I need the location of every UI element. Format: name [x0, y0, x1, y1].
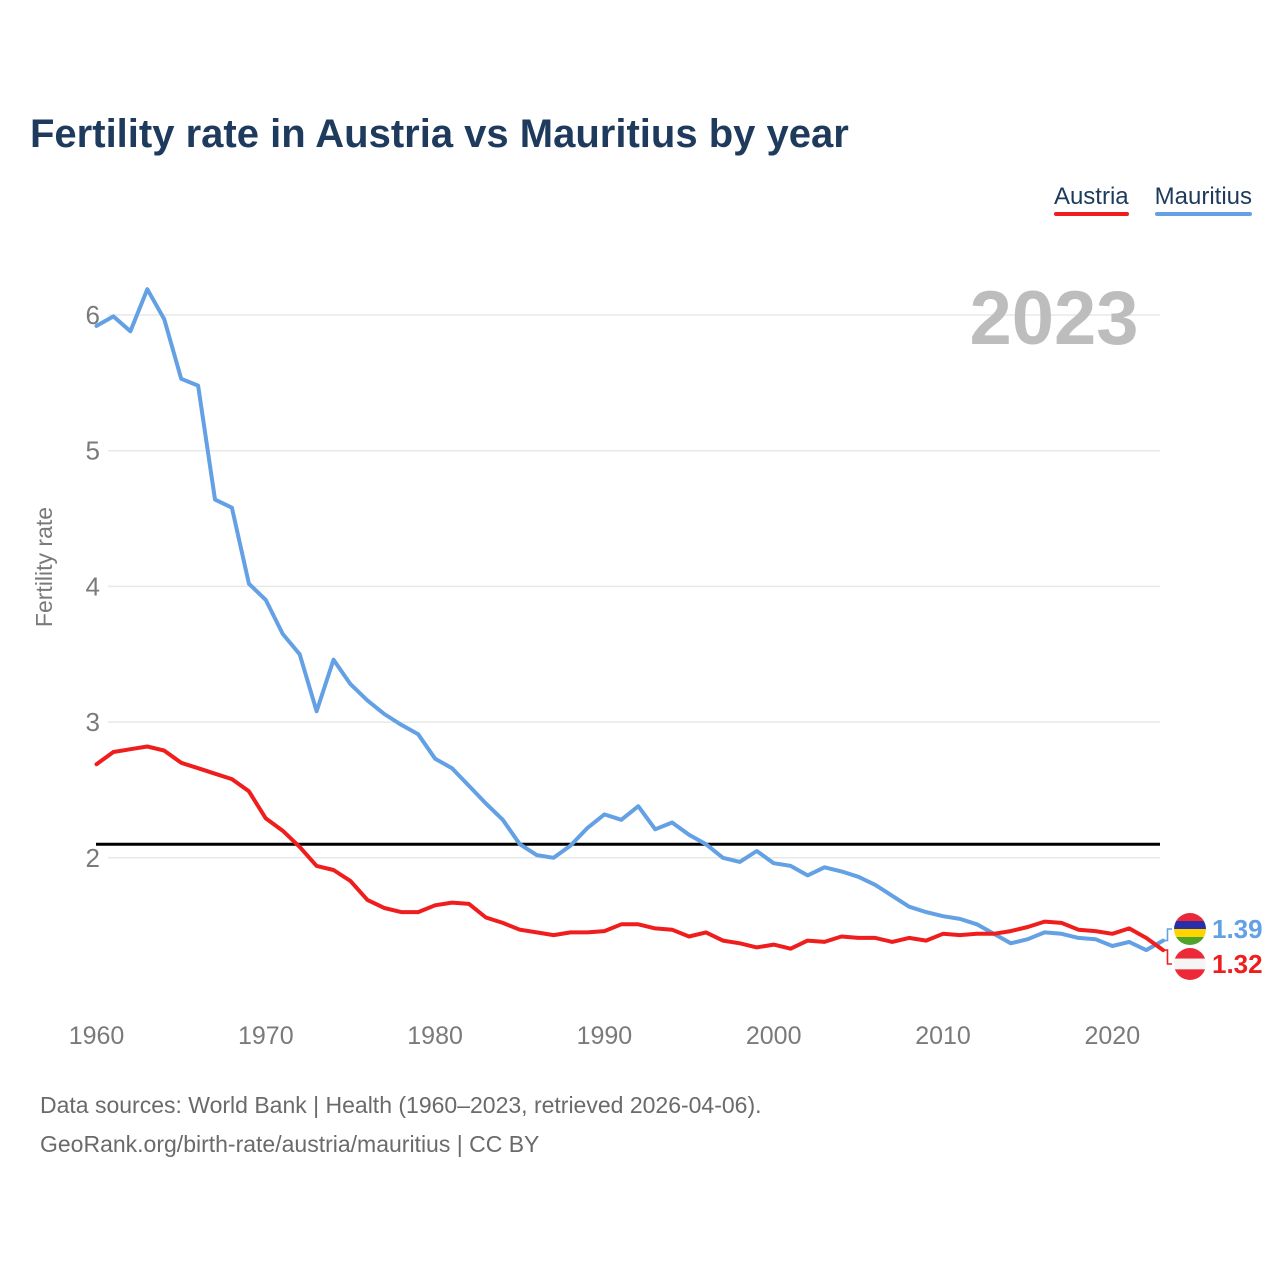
mauritius-line [94, 287, 1166, 953]
x-axis-tick-label: 1960 [69, 1022, 125, 1050]
legend-item-mauritius[interactable]: Mauritius [1153, 184, 1254, 216]
x-axis-tick-label: 1970 [238, 1022, 294, 1050]
legend-underline-mauritius [1154, 212, 1252, 216]
y-axis-tick-label: 2 [86, 843, 100, 873]
watermark-year: 2023 [969, 276, 1138, 361]
y-axis-tick-label: 3 [86, 707, 100, 737]
page-title: Fertility rate in Austria vs Mauritius b… [30, 112, 849, 156]
footer-license: GeoRank.org/birth-rate/austria/mauritius… [40, 1131, 540, 1157]
footer-sources: Data sources: World Bank | Health (1960–… [40, 1092, 762, 1118]
x-axis-tick-label: 2000 [746, 1022, 802, 1050]
y-axis-tick-label: 4 [86, 571, 100, 601]
austria-end-value: 1.32 [1212, 949, 1263, 979]
mauritius-flag-icon [1174, 913, 1206, 945]
legend-underline-austria [1053, 212, 1129, 216]
legend-label-austria: Austria [1053, 183, 1129, 210]
x-axis-tick-label: 2010 [915, 1022, 971, 1050]
legend-item-austria[interactable]: Austria [1052, 184, 1131, 216]
legend-label-mauritius: Mauritius [1154, 183, 1252, 210]
footer-attribution: Data sources: World Bank | Health (1960–… [40, 1086, 762, 1164]
austria-line [94, 744, 1166, 953]
y-axis-tick-label: 6 [86, 300, 100, 330]
mauritius-connector-line [1163, 928, 1173, 942]
mauritius-end-value: 1.39 [1212, 914, 1263, 944]
legend: Austria Mauritius [1052, 184, 1254, 216]
austria-flag-icon [1174, 948, 1206, 980]
y-axis-title: Fertility rate [31, 507, 57, 627]
y-axis-tick-label: 5 [86, 436, 100, 466]
x-axis-tick-label: 1990 [577, 1022, 633, 1050]
austria-connector-line [1163, 949, 1173, 965]
x-axis-tick-label: 2020 [1084, 1022, 1140, 1050]
x-axis-tick-label: 1980 [407, 1022, 463, 1050]
